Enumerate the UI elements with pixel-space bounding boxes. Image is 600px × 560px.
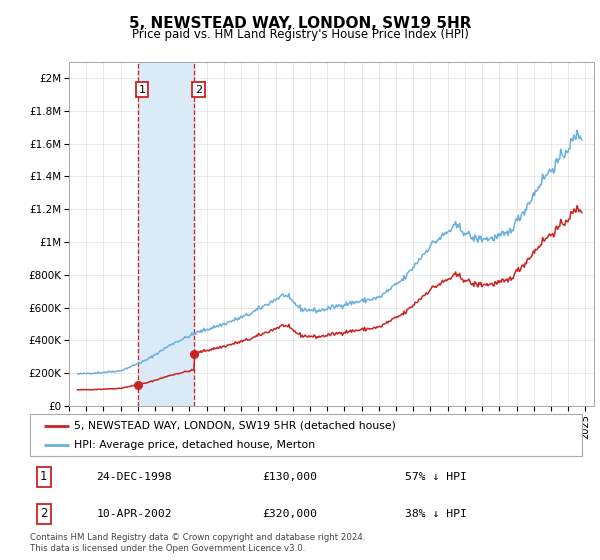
Text: 1: 1 xyxy=(139,85,145,95)
Text: 24-DEC-1998: 24-DEC-1998 xyxy=(96,472,172,482)
Text: 1: 1 xyxy=(40,470,47,483)
FancyBboxPatch shape xyxy=(30,414,582,456)
Text: £320,000: £320,000 xyxy=(262,509,317,519)
Text: 38% ↓ HPI: 38% ↓ HPI xyxy=(406,509,467,519)
Bar xyxy=(137,62,194,406)
Text: Contains HM Land Registry data © Crown copyright and database right 2024.
This d: Contains HM Land Registry data © Crown c… xyxy=(30,533,365,553)
Text: 2: 2 xyxy=(195,85,202,95)
Text: 2: 2 xyxy=(40,507,47,520)
Text: 5, NEWSTEAD WAY, LONDON, SW19 5HR (detached house): 5, NEWSTEAD WAY, LONDON, SW19 5HR (detac… xyxy=(74,421,396,431)
Text: Price paid vs. HM Land Registry's House Price Index (HPI): Price paid vs. HM Land Registry's House … xyxy=(131,28,469,41)
Text: HPI: Average price, detached house, Merton: HPI: Average price, detached house, Mert… xyxy=(74,440,315,450)
Text: £130,000: £130,000 xyxy=(262,472,317,482)
Text: 10-APR-2002: 10-APR-2002 xyxy=(96,509,172,519)
Text: 5, NEWSTEAD WAY, LONDON, SW19 5HR: 5, NEWSTEAD WAY, LONDON, SW19 5HR xyxy=(129,16,471,31)
Text: 57% ↓ HPI: 57% ↓ HPI xyxy=(406,472,467,482)
